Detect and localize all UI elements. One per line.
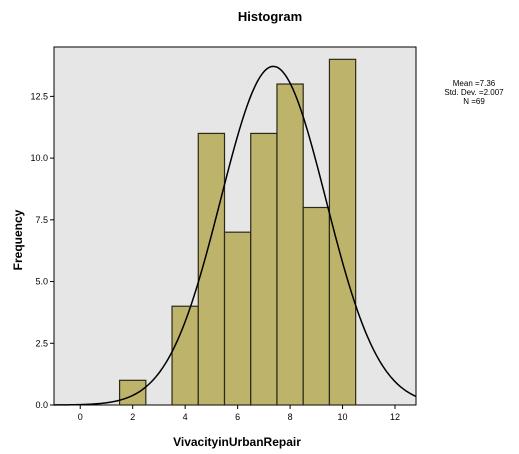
y-tick-label: 10.0 [30,153,48,163]
y-tick-label: 5.0 [35,277,48,287]
stats-box: Mean =7.36 Std. Dev. =2.007 N =69 [444,79,504,106]
histogram-bar [223,231,252,406]
x-tick-label: 0 [78,412,83,422]
stat-std-dev: Std. Dev. =2.007 [444,88,504,97]
y-axis: 0.0 2.5 5.0 7.5 10.0 12.5 [30,91,54,410]
y-tick-label: 12.5 [30,91,48,101]
y-tick-label: 0.0 [35,400,48,410]
x-axis-label: VivacityinUrbanRepair [173,435,301,449]
x-tick-label: 6 [235,412,240,422]
chart-title: Histogram [238,9,302,24]
y-axis-label: Frequency [11,209,25,270]
x-tick-label: 4 [183,412,188,422]
histogram-bar [276,83,304,406]
y-tick-label: 7.5 [35,215,48,225]
histogram-bar [328,58,357,406]
stat-n: N =69 [463,97,485,106]
y-tick-label: 2.5 [35,338,48,348]
histogram-bar [302,206,331,406]
stat-mean: Mean =7.36 [453,79,496,88]
histogram-bar [118,379,147,406]
normal-curve [53,65,417,406]
x-tick-label: 2 [130,412,135,422]
x-tick-label: 8 [288,412,293,422]
histogram-bar [250,132,278,406]
x-tick-label: 12 [390,412,400,422]
x-tick-label: 10 [338,412,348,422]
x-axis: 0 2 4 6 8 10 12 [78,405,400,422]
